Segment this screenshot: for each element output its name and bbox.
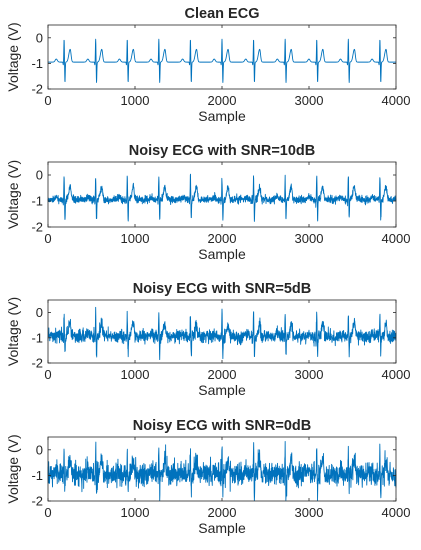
x-tick-label: 1000: [121, 505, 150, 520]
x-tick-label: 0: [44, 367, 51, 382]
ecg-panel-1: Clean ECG 0 1000 2000 3000 4000 0 -1 -2 Sample Vol…: [5, 6, 410, 124]
x-tick-label: 4000: [382, 367, 411, 382]
x-axis-label: Sample: [198, 382, 246, 398]
x-tick-label: 0: [44, 231, 51, 246]
y-axis-label: Voltage (V): [5, 22, 21, 91]
x-tick-label: 3000: [295, 231, 324, 246]
y-tick-label: -2: [31, 356, 43, 371]
y-tick-label: -2: [31, 82, 43, 97]
x-axis-label: Sample: [198, 520, 246, 536]
y-tick-label: 0: [36, 168, 43, 183]
x-axis-label: Sample: [198, 246, 246, 262]
chart-title: Noisy ECG with SNR=0dB: [133, 418, 311, 434]
chart-title: Clean ECG: [185, 6, 260, 22]
x-tick-label: 3000: [295, 505, 324, 520]
x-tick-label: 4000: [382, 505, 411, 520]
y-tick-label: 0: [36, 305, 43, 320]
ecg-signal-line: [47, 38, 397, 83]
x-tick-label: 2000: [208, 367, 237, 382]
ecg-signal-line: [47, 173, 397, 222]
y-tick-label: -2: [31, 494, 43, 509]
x-tick-label: 1000: [121, 93, 150, 108]
y-axis-label: Voltage (V): [5, 297, 21, 366]
y-tick-label: -1: [31, 56, 43, 71]
y-axis-label: Voltage (V): [5, 434, 21, 503]
y-tick-label: 0: [36, 30, 43, 45]
chart-title: Noisy ECG with SNR=5dB: [133, 281, 311, 297]
x-tick-label: 1000: [121, 231, 150, 246]
y-tick-label: -1: [31, 330, 43, 345]
x-tick-label: 3000: [295, 367, 324, 382]
ecg-panel-2: Noisy ECG with SNR=10dB 0 1000 2000 3000 4000…: [5, 143, 410, 262]
x-tick-label: 0: [44, 93, 51, 108]
ecg-panel-3: Noisy ECG with SNR=5dB 0 1000 2000 3000 4000 0…: [5, 281, 410, 398]
ecg-signal-line: [47, 306, 397, 361]
x-tick-label: 2000: [208, 93, 237, 108]
x-tick-label: 1000: [121, 367, 150, 382]
y-tick-label: -2: [31, 220, 43, 235]
x-tick-label: 4000: [382, 231, 411, 246]
ecg-signal-line: [47, 441, 397, 501]
y-tick-label: -1: [31, 468, 43, 483]
x-tick-label: 2000: [208, 505, 237, 520]
x-tick-label: 3000: [295, 93, 324, 108]
x-tick-label: 0: [44, 505, 51, 520]
chart-title: Noisy ECG with SNR=10dB: [129, 143, 316, 159]
y-tick-label: 0: [36, 442, 43, 457]
x-tick-label: 4000: [382, 93, 411, 108]
y-axis-label: Voltage (V): [5, 160, 21, 229]
x-tick-label: 2000: [208, 231, 237, 246]
ecg-panel-4: Noisy ECG with SNR=0dB 0 1000 2000 3000 4000 0…: [5, 418, 410, 536]
y-tick-label: -1: [31, 194, 43, 209]
x-axis-label: Sample: [198, 108, 246, 124]
